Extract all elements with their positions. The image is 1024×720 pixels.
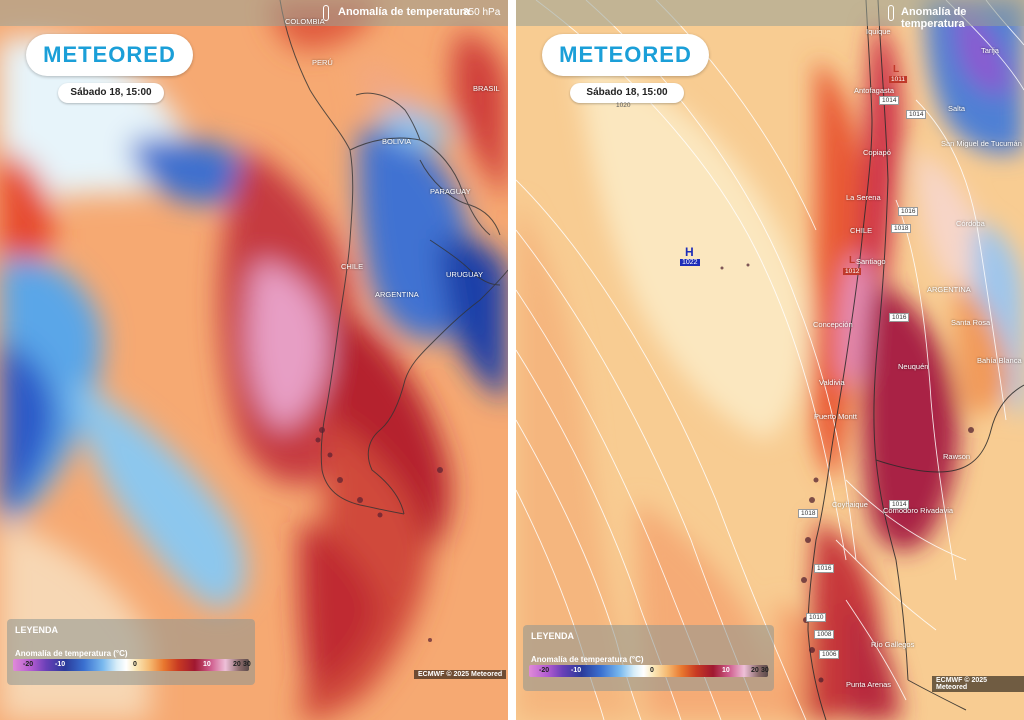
panel-divider xyxy=(508,0,516,720)
legend-tick: 0 xyxy=(650,667,654,674)
isobar-label: 1008 xyxy=(814,630,835,639)
place-label-bolivia: BOLIVIA xyxy=(382,137,412,146)
place-label-bahia-blanca: Bahía Blanca xyxy=(977,356,1022,365)
place-label-coyhaique: Coyhaique xyxy=(832,500,868,509)
place-label-comodoro-rivadavia: Comodoro Rivadavia xyxy=(883,506,954,515)
place-label-la-serena: La Serena xyxy=(846,193,881,202)
place-label-concepcion: Concepción xyxy=(813,320,853,329)
legend-tick: 30 xyxy=(761,667,769,674)
legend-tick: -10 xyxy=(571,667,582,674)
legend-tick: 20 xyxy=(233,661,241,668)
left-map-panel[interactable]: Anomalía de temperatura 850 hPa METEORED… xyxy=(0,0,508,720)
place-label-tarija: Tarija xyxy=(981,46,999,55)
datetime-pill[interactable]: Sábado 18, 15:00 xyxy=(58,83,164,103)
isobar-label: 1014 xyxy=(889,500,910,509)
legend-panel[interactable]: LEYENDA Anomalía de temperatura (°C) -20… xyxy=(7,619,255,685)
high-pressure-letter: H xyxy=(685,245,694,259)
thermometer-icon xyxy=(323,5,329,21)
place-label-punta-arenas: Punta Arenas xyxy=(846,680,892,689)
isobar-label: 1018 xyxy=(891,224,912,233)
legend-subtitle: Anomalía de temperatura (°C) xyxy=(15,649,128,658)
legend-tick: 20 xyxy=(751,667,759,674)
low-pressure-letter: L xyxy=(849,255,856,266)
place-label-santiago: Santiago xyxy=(856,257,886,266)
isobar-label: 1010 xyxy=(806,613,827,622)
datetime-pill[interactable]: Sábado 18, 15:00 xyxy=(570,83,684,103)
place-label-uruguay: URUGUAY xyxy=(446,270,483,279)
logo-text: METEORED xyxy=(43,42,176,67)
high-pressure-value: 1022 xyxy=(680,259,700,266)
isobar-label: 1014 xyxy=(906,110,927,119)
layer-title: Anomalía de temperatura xyxy=(338,6,471,18)
isobar-label: 1016 xyxy=(889,313,910,322)
datetime-text: Sábado 18, 15:00 xyxy=(586,87,668,98)
low-pressure-letter: L xyxy=(893,64,900,75)
right-map-panel[interactable]: Anomalía de temperatura METEORED Sábado … xyxy=(516,0,1024,720)
thermometer-icon xyxy=(888,5,894,21)
place-label-cordoba: Córdoba xyxy=(956,219,985,228)
place-label-rawson: Rawson xyxy=(943,452,971,461)
place-label-paraguay: PARAGUAY xyxy=(430,187,471,196)
place-label-copiapo: Copiapó xyxy=(863,148,891,157)
layer-title: Anomalía de temperatura xyxy=(901,6,967,30)
legend-title: LEYENDA xyxy=(15,625,59,635)
meteored-logo[interactable]: METEORED xyxy=(542,34,709,76)
place-label-san-miguel-de-tucuman: San Miguel de Tucumán xyxy=(941,139,1022,148)
place-label-valdivia: Valdivia xyxy=(819,378,845,387)
legend-color-scale xyxy=(529,665,768,677)
left-temperature-anomaly-map[interactable] xyxy=(0,0,508,720)
legend-tick: -10 xyxy=(55,661,66,668)
place-label-argentina: ARGENTINA xyxy=(927,285,971,294)
copyright-notice: ECMWF © 2025 Meteored xyxy=(414,670,507,679)
isobar-label: 1020 xyxy=(616,102,631,109)
place-label-neuquen: Neuquén xyxy=(898,362,929,371)
right-temperature-anomaly-map[interactable] xyxy=(516,0,1024,720)
place-label-brasil: BRASIL xyxy=(473,84,500,93)
place-label-puerto-montt: Puerto Montt xyxy=(814,412,857,421)
place-label-chile: CHILE xyxy=(850,226,873,235)
top-bar: Anomalía de temperatura 850 hPa xyxy=(0,0,508,26)
pressure-level[interactable]: 850 hPa xyxy=(463,7,501,18)
place-label-argentina: ARGENTINA xyxy=(375,290,419,299)
place-label-iquique: Iquique xyxy=(866,27,891,36)
low-pressure-value: 1011 xyxy=(889,76,907,83)
place-label-peru: PERÚ xyxy=(312,58,333,67)
legend-color-scale xyxy=(13,659,249,671)
legend-tick: 10 xyxy=(722,667,730,674)
place-label-rio-gallegos: Río Gallegos xyxy=(871,640,915,649)
isobar-label: 1014 xyxy=(879,96,900,105)
place-label-santa-rosa: Santa Rosa xyxy=(951,318,991,327)
isobar-label: 1016 xyxy=(898,207,919,216)
place-label-colombia: COLOMBIA xyxy=(285,17,325,26)
legend-panel[interactable]: LEYENDA Anomalía de temperatura (°C) -20… xyxy=(523,625,774,691)
low-pressure-value: 1012 xyxy=(843,268,862,275)
legend-subtitle: Anomalía de temperatura (°C) xyxy=(531,655,644,664)
place-label-chile: CHILE xyxy=(341,262,364,271)
legend-tick: 30 xyxy=(243,661,251,668)
place-label-antofagasta: Antofagasta xyxy=(854,86,895,95)
legend-tick: 0 xyxy=(133,661,137,668)
isobar-label: 1006 xyxy=(819,650,840,659)
copyright-notice: ECMWF © 2025 Meteored xyxy=(932,676,1024,692)
place-label-salta: Salta xyxy=(948,104,966,113)
meteored-logo[interactable]: METEORED xyxy=(26,34,193,76)
isobar-label: 1018 xyxy=(798,509,819,518)
datetime-text: Sábado 18, 15:00 xyxy=(70,87,152,98)
legend-title: LEYENDA xyxy=(531,631,575,641)
legend-tick: -20 xyxy=(23,661,34,668)
legend-tick: -20 xyxy=(539,667,550,674)
logo-text: METEORED xyxy=(559,42,692,67)
isobar-label: 1016 xyxy=(814,564,835,573)
top-bar: Anomalía de temperatura xyxy=(516,0,1024,30)
legend-tick: 10 xyxy=(203,661,211,668)
